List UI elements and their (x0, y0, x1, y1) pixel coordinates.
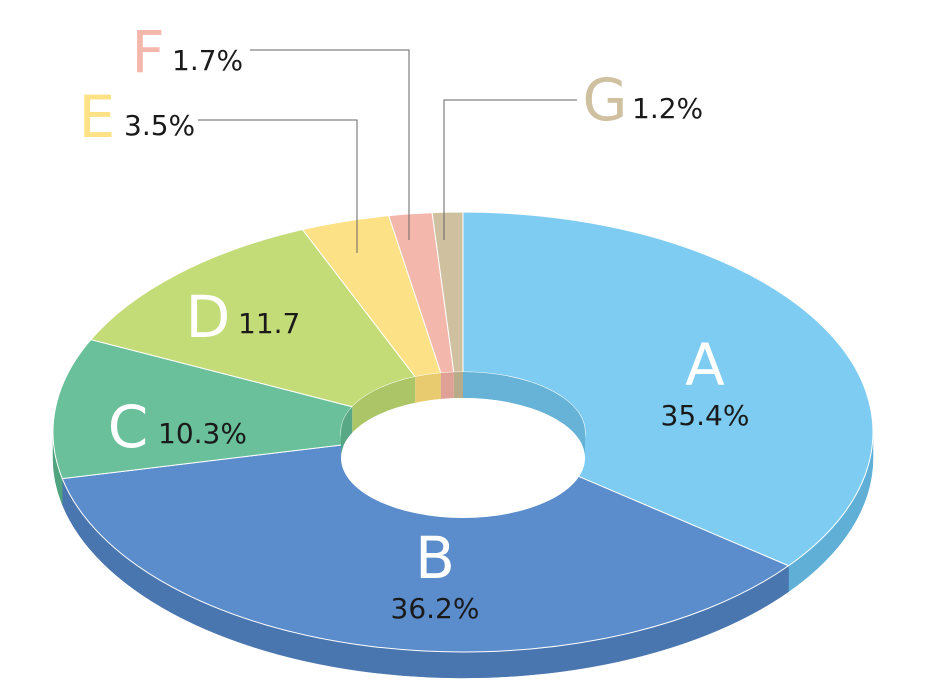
leader-line-f (250, 49, 410, 240)
leader-line-g (443, 99, 577, 240)
slice-labels: A35.4% B36.2% C 10.3% D 11.7 E 3.5% F 1.7% G 1.2% (79, 18, 750, 625)
hole-wall-a (463, 372, 585, 458)
slice-value-e: 3.5% (124, 109, 195, 142)
slice-value-c: 10.3% (158, 417, 247, 450)
hole-wall-f (440, 372, 454, 399)
slice-value-f: 1.7% (172, 44, 243, 77)
slice-letter-d: D (186, 283, 231, 351)
hole-wall-e (415, 372, 441, 403)
slice-letter-a: A (685, 331, 725, 399)
hole-wall-c (341, 406, 353, 458)
slice-letter-c: C (108, 393, 149, 461)
leader-line-e (198, 119, 358, 253)
leader-lines (198, 49, 577, 253)
slice-value-a: 35.4% (661, 399, 750, 432)
donut-hole (341, 398, 585, 518)
hole-wall-d (352, 376, 416, 433)
slice-letter-f: F (131, 18, 164, 86)
slice-letter-e: E (79, 83, 116, 151)
hole-wall-g (453, 372, 463, 399)
slice-letter-g: G (583, 66, 628, 134)
slice-letter-b: B (415, 524, 455, 592)
slice-value-g: 1.2% (632, 92, 703, 125)
slice-value-d: 11.7 (238, 307, 300, 340)
donut-top-faces (52, 211, 874, 653)
slice-value-b: 36.2% (391, 592, 480, 625)
